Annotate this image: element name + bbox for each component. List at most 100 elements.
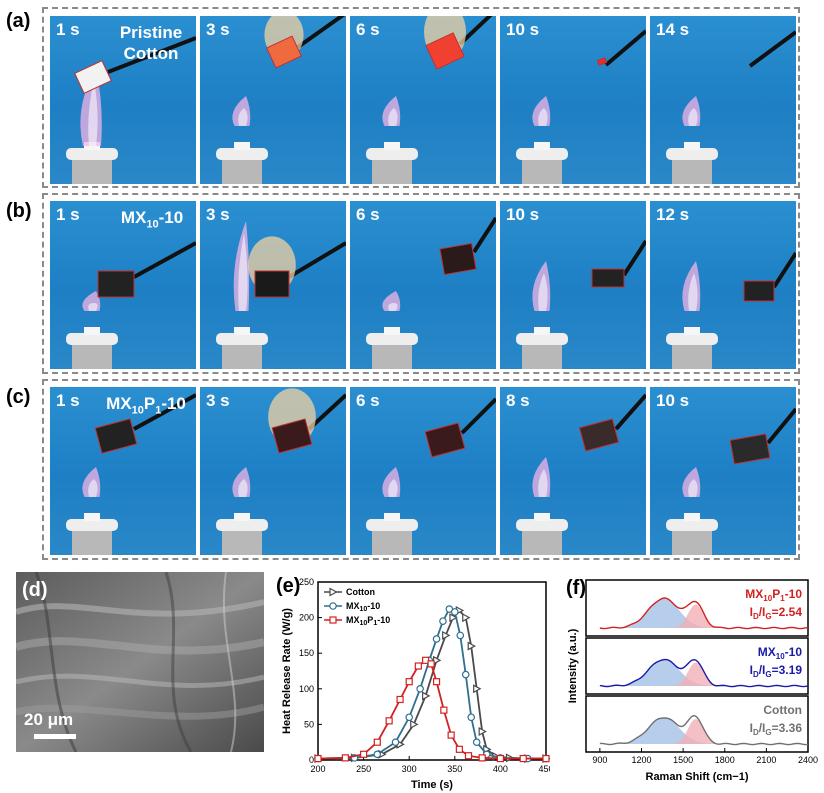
flame-core xyxy=(538,273,548,311)
fabric-sample xyxy=(271,418,313,454)
raman-chart: MX10P1-10 ID/IG=2.54 MX10-10 ID/IG=3.19 Cott… xyxy=(567,579,818,783)
D-band-fit xyxy=(599,659,808,686)
y-tick-label: 150 xyxy=(299,648,314,658)
data-point xyxy=(416,685,424,693)
raman-spectrum xyxy=(599,658,809,688)
x-tick-label: 450 xyxy=(538,764,550,774)
photo-scene xyxy=(366,397,496,555)
data-point xyxy=(422,691,431,701)
sample-name: MX10-10 xyxy=(758,645,803,661)
y-tick-label: 250 xyxy=(299,577,314,587)
data-point xyxy=(478,754,486,762)
intensity-ratio: ID/IG=3.19 xyxy=(750,663,803,679)
data-point xyxy=(405,713,414,722)
photo-b5 xyxy=(650,201,796,369)
fabric-sample xyxy=(591,268,625,288)
series-triangle-right xyxy=(314,605,550,764)
data-point xyxy=(472,738,481,747)
fabric-sample xyxy=(74,60,112,94)
plot-frame xyxy=(317,581,547,761)
fabric-sample xyxy=(743,280,775,302)
burner-nozzle xyxy=(384,142,400,150)
fabric-sample xyxy=(94,418,138,454)
flame-core xyxy=(88,80,98,146)
data-point xyxy=(442,630,451,640)
photo-scene xyxy=(366,216,496,369)
tweezers xyxy=(458,16,493,46)
fabric-sample xyxy=(578,418,620,452)
burner-cap xyxy=(516,148,568,160)
flame-core xyxy=(88,303,98,311)
burner-nozzle xyxy=(684,513,700,521)
photo-c1 xyxy=(50,387,196,555)
burner-nozzle xyxy=(684,327,700,335)
panel-d-label: (d) xyxy=(22,579,48,601)
photo-scene xyxy=(216,16,346,184)
x-tick-label: 1800 xyxy=(715,755,735,765)
photo-scene xyxy=(666,407,796,555)
data-point xyxy=(427,660,435,668)
intensity-ratio: ID/IG=3.36 xyxy=(750,721,803,737)
raman-panel: MX10-10 ID/IG=3.19 xyxy=(585,637,809,695)
x-axis-label: Raman Shift (cm−1) xyxy=(646,771,749,783)
sem-texture xyxy=(16,572,264,752)
sample-post: -10 xyxy=(161,394,186,413)
photo-a5 xyxy=(650,16,796,184)
x-tick-label: 200 xyxy=(310,764,325,774)
data-point xyxy=(440,706,448,714)
photo-a2 xyxy=(200,16,346,184)
burner-nozzle xyxy=(534,513,550,521)
photo-c2 xyxy=(200,387,346,555)
photo-a3 xyxy=(350,16,496,184)
fabric-sample xyxy=(97,270,135,298)
photo-a4 xyxy=(500,16,646,184)
time-label: 8 s xyxy=(506,391,530,410)
series-line xyxy=(317,607,546,760)
sample-name: Cotton xyxy=(763,703,802,717)
burner-cap xyxy=(66,333,118,345)
panel-f-label: (f) xyxy=(566,577,586,599)
burner-cap xyxy=(66,519,118,531)
flame-core xyxy=(688,108,698,126)
x-tick-label: 900 xyxy=(592,755,607,765)
data-point xyxy=(464,752,473,760)
burner-cap xyxy=(216,519,268,531)
burner-nozzle xyxy=(234,142,250,150)
photo-scene xyxy=(666,30,796,184)
flame-core xyxy=(388,108,398,126)
raman-spectrum xyxy=(599,714,809,746)
sem-image xyxy=(16,572,264,752)
photo-scene xyxy=(516,393,646,555)
sample-label: MX10P1-10 xyxy=(96,393,196,421)
x-tick-label: 1200 xyxy=(631,755,651,765)
data-point xyxy=(439,617,447,625)
raman-panel: Cotton ID/IG=3.36 xyxy=(585,695,809,753)
x-tick-label: 2100 xyxy=(756,755,776,765)
burner-body xyxy=(72,341,112,369)
sample-mid: P xyxy=(143,394,156,413)
time-label: 1 s xyxy=(56,205,80,224)
burner-nozzle xyxy=(234,513,250,521)
burner-body xyxy=(522,156,562,184)
flame-core xyxy=(538,108,548,126)
fabric-sample xyxy=(424,422,466,458)
panel-a-label: (a) xyxy=(6,10,31,32)
burner-cap xyxy=(666,519,718,531)
fabric-sample xyxy=(439,242,477,276)
flame-core xyxy=(388,479,398,497)
sample-label: MX10-10 xyxy=(112,207,192,235)
tweezers xyxy=(766,407,796,445)
burner-cap xyxy=(66,148,118,160)
y-axis-label: Heat Release Rate (W/g) xyxy=(281,608,293,734)
scale-bar xyxy=(34,734,76,739)
panel-e-label: (e) xyxy=(276,575,301,597)
x-tick-label: 1500 xyxy=(673,755,693,765)
sample-sub: 10 xyxy=(146,218,159,231)
data-point xyxy=(359,750,368,758)
sample-line1: Pristine xyxy=(119,23,183,42)
burner-nozzle xyxy=(534,327,550,335)
data-point xyxy=(329,587,338,597)
x-tick-label: 400 xyxy=(493,764,508,774)
time-label: 3 s xyxy=(206,391,230,410)
burner-body xyxy=(222,156,262,184)
